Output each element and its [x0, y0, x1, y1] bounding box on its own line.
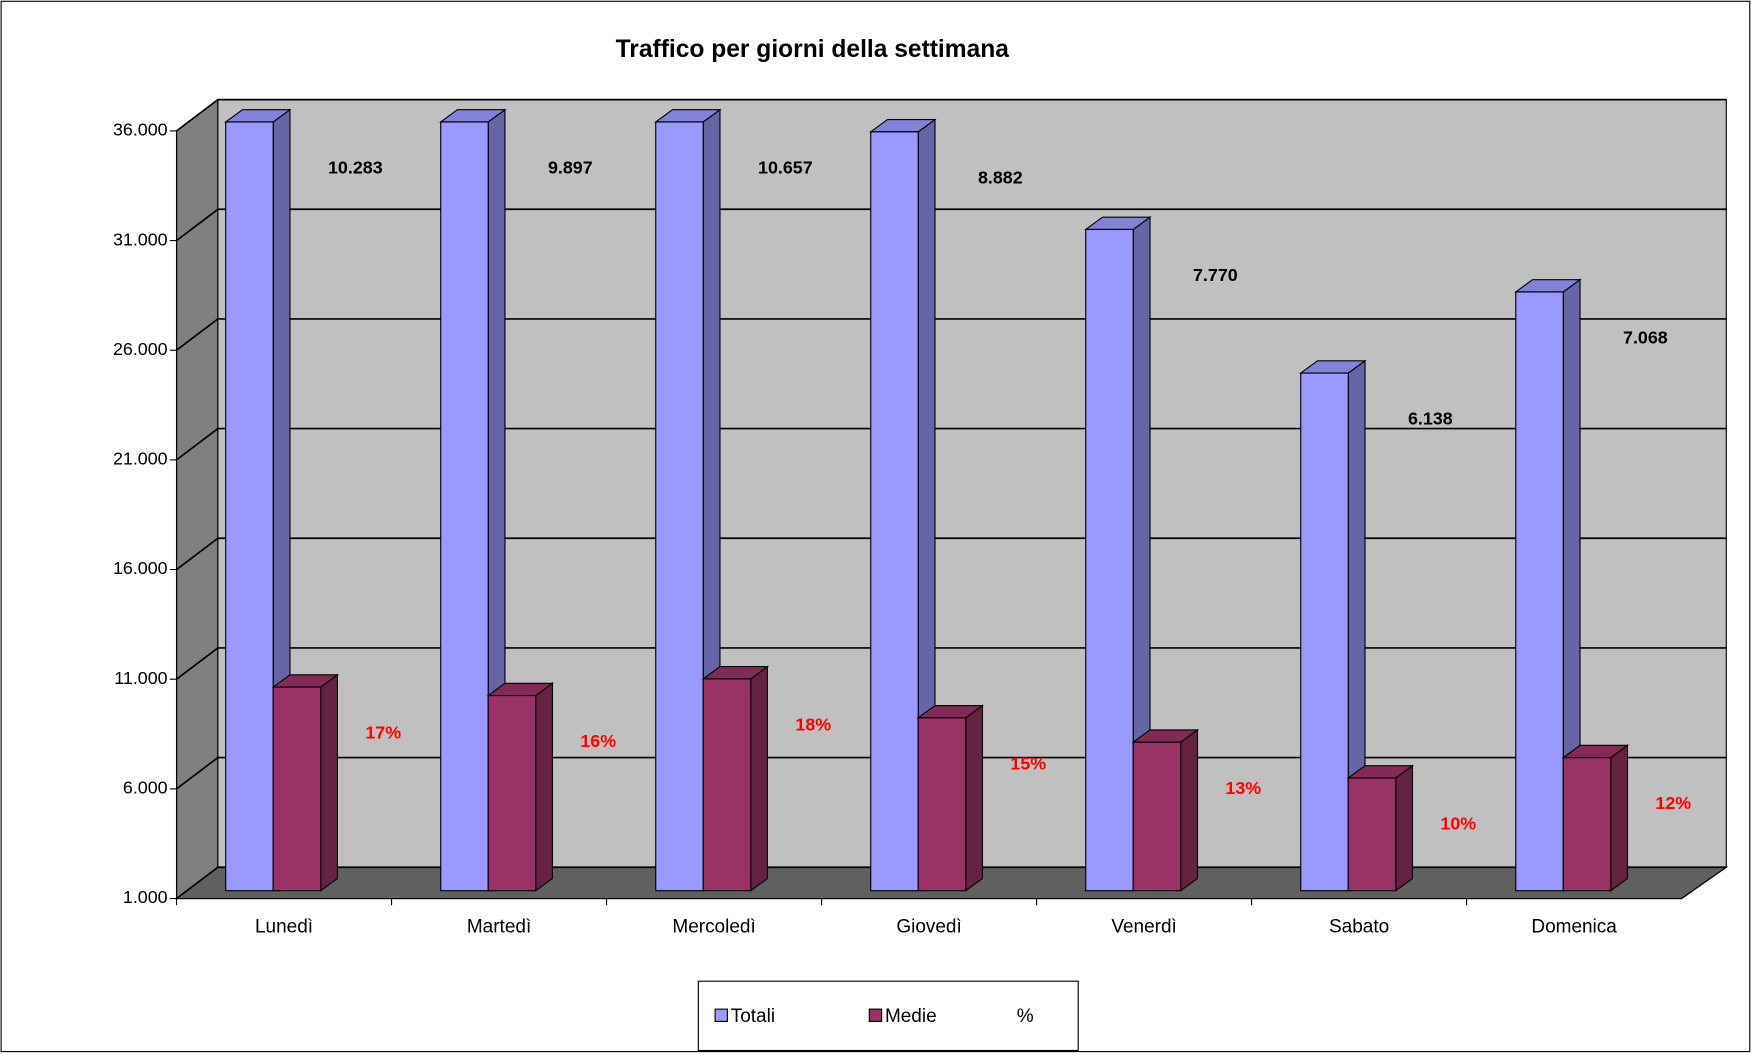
legend-label: %	[1017, 1006, 1034, 1027]
chart-title: Traffico per giorni della settimana	[616, 36, 1010, 63]
bar	[271, 673, 340, 892]
x-tick-label: Venerdì	[1111, 917, 1176, 938]
bar-front	[870, 131, 919, 892]
bar	[1131, 728, 1200, 892]
y-tick-label: 6.000	[123, 778, 168, 798]
data-label: 13%	[1225, 778, 1261, 798]
x-tick-label: Mercoledì	[672, 917, 755, 938]
legend-label: Totali	[731, 1006, 775, 1027]
x-tick-label: Martedì	[467, 917, 531, 938]
grid-line	[176, 647, 219, 680]
bar	[1561, 744, 1630, 892]
side-wall	[175, 98, 219, 900]
grid-line	[176, 866, 219, 900]
bar-front	[1300, 372, 1349, 892]
x-tick-label: Giovedì	[896, 917, 961, 938]
grid-line	[176, 98, 219, 132]
bar	[1346, 764, 1415, 892]
bar	[1514, 278, 1582, 892]
legend-swatch	[714, 1008, 728, 1022]
grid-line	[176, 318, 219, 351]
y-tick-label: 1.000	[123, 887, 168, 907]
data-label: 10%	[1440, 814, 1476, 834]
bar-side	[535, 682, 554, 892]
legend-box	[697, 980, 1079, 1052]
y-tick-label: 16.000	[113, 558, 168, 578]
bar-front	[487, 695, 537, 892]
x-axis-edge	[1681, 866, 1727, 899]
data-label: 10.283	[328, 158, 383, 178]
bar	[916, 704, 985, 892]
data-label: 17%	[365, 723, 401, 743]
bar-front	[917, 717, 967, 892]
bar	[869, 118, 937, 892]
data-label: 10.657	[758, 158, 813, 178]
grid-line	[176, 427, 219, 461]
data-label: 15%	[1010, 753, 1046, 773]
bar-front	[440, 121, 489, 892]
data-label: 18%	[795, 715, 831, 735]
bar-front	[1515, 291, 1564, 892]
bar	[1084, 216, 1152, 892]
bar-side	[750, 665, 769, 892]
data-label: 7.770	[1193, 265, 1238, 285]
bar-front	[1132, 741, 1182, 892]
bar	[701, 665, 770, 892]
bar	[1299, 359, 1367, 892]
y-tick-label: 21.000	[113, 449, 168, 469]
data-label: 6.138	[1408, 409, 1453, 429]
legend-label: Medie	[885, 1006, 937, 1027]
x-tick-label: Domenica	[1531, 917, 1617, 938]
data-label: 12%	[1655, 793, 1691, 813]
y-tick-label: 31.000	[113, 229, 168, 249]
bar-front	[1347, 777, 1397, 892]
bar-side	[1180, 728, 1199, 892]
grid-line	[176, 208, 219, 242]
x-tick-label: Sabato	[1329, 917, 1389, 938]
bar-front	[1085, 228, 1134, 892]
x-tick-label: Lunedì	[255, 917, 313, 938]
grid-line	[176, 756, 219, 790]
bar-side	[1395, 764, 1414, 892]
data-label: 16%	[580, 731, 616, 751]
bar-front	[272, 686, 322, 892]
bar-front	[1562, 757, 1612, 892]
y-tick-label: 11.000	[114, 668, 167, 688]
bar-side	[965, 704, 984, 892]
bar-front	[225, 121, 274, 892]
bar-front	[655, 121, 704, 892]
legend-swatch	[868, 1008, 883, 1022]
data-label: 7.068	[1623, 328, 1668, 348]
y-tick-label: 26.000	[113, 339, 168, 359]
grid-line	[176, 537, 219, 571]
bar-front	[702, 678, 752, 892]
bar-side	[320, 673, 338, 892]
data-label: 9.897	[548, 158, 593, 178]
bar-side	[1610, 744, 1629, 892]
data-label: 8.882	[978, 167, 1023, 187]
y-tick-label: 36.000	[113, 120, 168, 140]
bar	[486, 682, 555, 892]
